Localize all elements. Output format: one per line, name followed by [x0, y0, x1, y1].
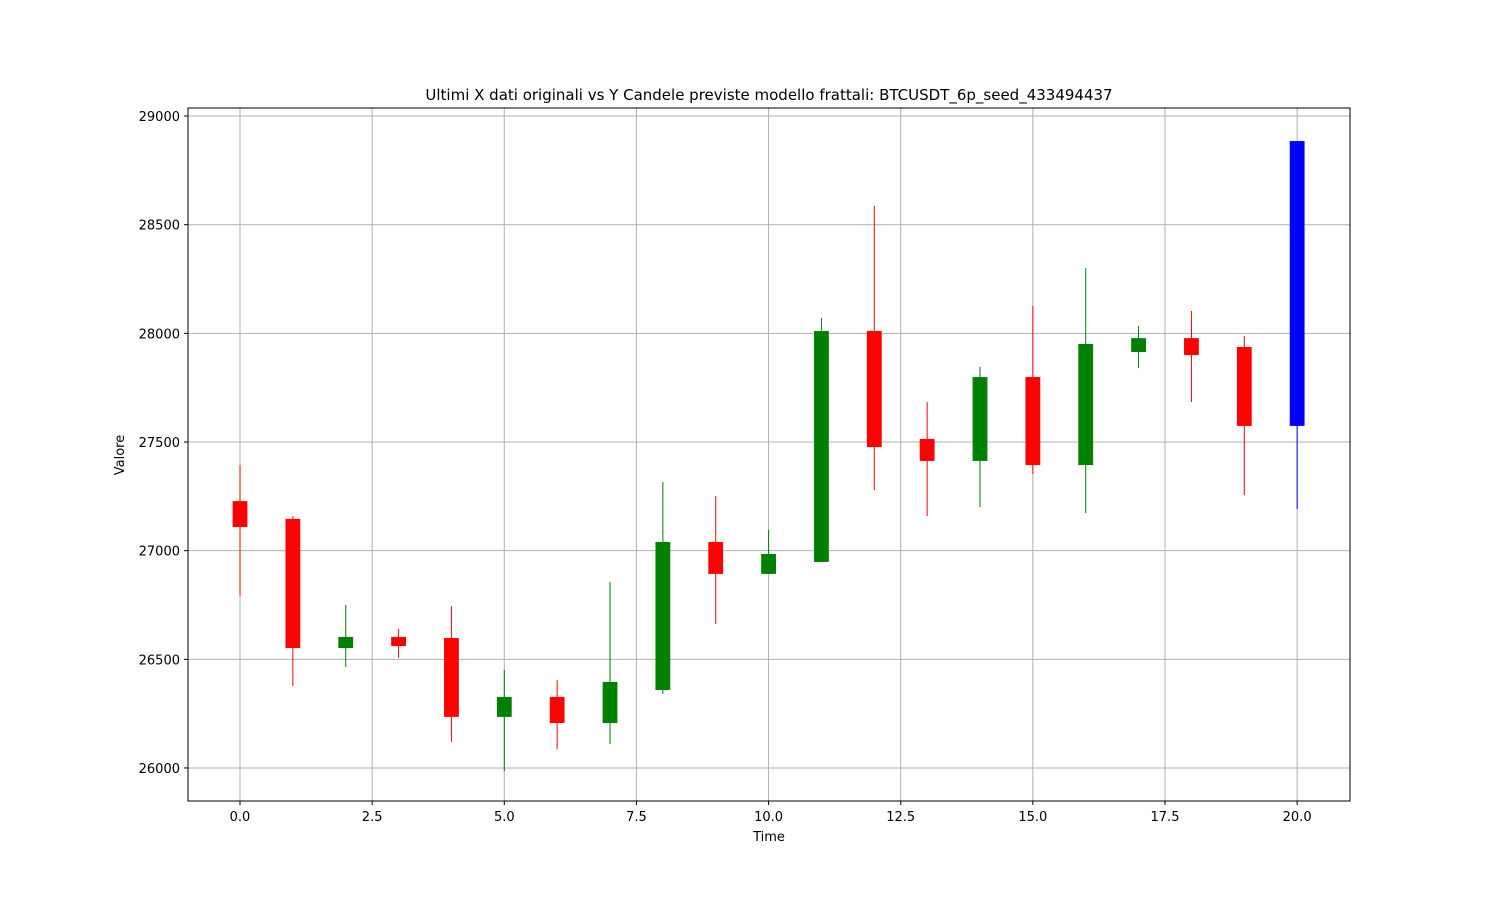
candle-body: [1289, 141, 1305, 426]
candle-body: [919, 438, 935, 461]
candle-body: [391, 636, 406, 647]
candle-body: [285, 518, 301, 649]
y-tick-label: 29000: [139, 110, 180, 125]
candle-body: [549, 696, 565, 723]
candle-body: [761, 553, 776, 574]
x-tick-label: 20.0: [1283, 810, 1312, 825]
candle-body: [444, 638, 459, 717]
candle-body: [866, 330, 882, 448]
plot-frame: [187, 107, 1351, 802]
x-tick-label: 7.5: [626, 810, 647, 825]
candle-body: [655, 541, 671, 690]
y-tick-label: 28000: [139, 327, 180, 342]
candle-body: [708, 541, 724, 574]
y-tick-label: 28500: [139, 219, 180, 234]
x-tick-label: 2.5: [362, 810, 383, 825]
x-tick-label: 17.5: [1151, 810, 1180, 825]
candle-body: [1131, 338, 1146, 353]
candle-body: [1025, 377, 1041, 466]
candle-body: [814, 330, 829, 562]
y-tick-label: 26500: [139, 653, 180, 668]
chart-title: Ultimi X dati originali vs Y Candele pre…: [425, 86, 1112, 105]
y-tick-label: 26000: [139, 762, 180, 777]
candle-body: [338, 636, 354, 649]
y-tick-label: 27500: [139, 436, 180, 451]
candle-body: [1236, 347, 1252, 426]
x-tick-label: 5.0: [494, 810, 515, 825]
candle-body: [1078, 343, 1094, 466]
x-tick-label: 10.0: [754, 810, 783, 825]
y-tick-label: 27000: [139, 545, 180, 560]
x-axis-label: Time: [752, 830, 785, 845]
y-axis-label: Valore: [113, 435, 128, 475]
candle-body: [232, 501, 248, 527]
candle-body: [496, 696, 512, 717]
candle-body: [972, 377, 988, 461]
candle-body: [1184, 338, 1199, 356]
candle-body: [602, 681, 618, 723]
x-tick-label: 0.0: [230, 810, 251, 825]
x-tick-label: 12.5: [886, 810, 915, 825]
x-tick-label: 15.0: [1018, 810, 1047, 825]
